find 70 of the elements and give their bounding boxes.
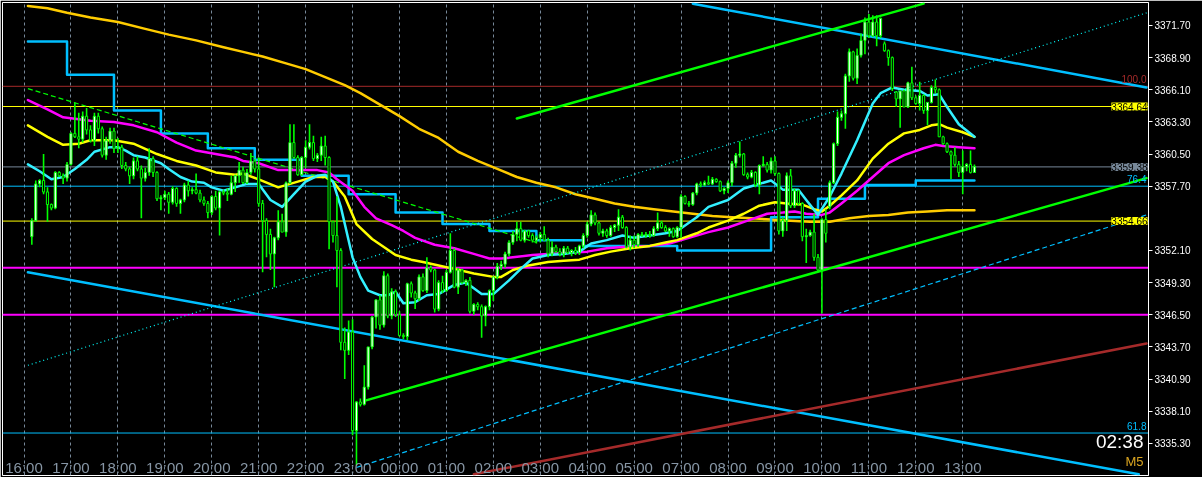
x-tick-label: 22:00 — [286, 458, 325, 476]
candlestick — [167, 191, 171, 215]
ref-line-label: 3354.66 — [1111, 216, 1148, 228]
x-tick-label: 16:00 — [5, 458, 43, 476]
candlestick — [879, 16, 883, 39]
x-tick-label: 21:00 — [239, 458, 278, 476]
candlestick — [174, 186, 179, 208]
candlestick — [922, 93, 926, 115]
candlestick — [898, 90, 902, 129]
x-tick-label: 12:00 — [897, 458, 935, 476]
y-tick-label: 3368.90 — [1154, 52, 1192, 64]
ref-line-label: 3359.38 — [1111, 161, 1148, 173]
candlestick — [546, 237, 550, 259]
annotation: 100.0 — [1121, 74, 1147, 86]
candlestick — [131, 156, 136, 181]
candlestick — [863, 16, 867, 55]
x-tick-label: 19:00 — [146, 458, 184, 476]
annotation: 61.8 — [1127, 421, 1147, 433]
y-tick-label: 3352.10 — [1154, 245, 1192, 257]
candlestick — [480, 303, 484, 339]
candlestick — [319, 136, 323, 162]
candlestick — [311, 134, 316, 162]
candlestick — [218, 189, 222, 237]
y-tick-label: 3366.10 — [1154, 84, 1192, 96]
x-tick-label: 10:00 — [803, 458, 841, 476]
x-tick-label: 13:00 — [943, 458, 982, 476]
x-tick-label: 18:00 — [99, 458, 137, 476]
candlestick — [648, 230, 652, 239]
candlestick — [237, 161, 241, 184]
candlestick — [616, 208, 621, 232]
x-tick-label: 23:00 — [333, 458, 372, 476]
y-tick-label: 3346.50 — [1154, 309, 1192, 321]
candlestick — [112, 126, 116, 154]
y-tick-label: 3338.10 — [1154, 406, 1192, 418]
y-tick-label: 3371.70 — [1154, 20, 1192, 32]
ref-line-label: 3364.64 — [1111, 101, 1148, 113]
x-tick-label: 17:00 — [52, 458, 90, 476]
candlestick — [961, 149, 965, 196]
candlestick — [968, 149, 973, 175]
annotation: M5 — [1125, 453, 1144, 469]
candlestick — [875, 14, 879, 47]
y-tick-label: 3335.30 — [1154, 438, 1192, 450]
y-tick-label: 3357.70 — [1154, 181, 1192, 193]
x-tick-label: 00:00 — [380, 458, 419, 476]
candlestick — [139, 164, 143, 220]
x-tick-label: 05:00 — [615, 458, 653, 476]
x-tick-label: 01:00 — [427, 458, 466, 476]
candlestick — [867, 13, 871, 39]
candlestick — [214, 189, 218, 212]
annotation: 02:38 — [1095, 430, 1144, 452]
candlestick — [182, 181, 186, 204]
y-tick-label: 3340.90 — [1154, 374, 1192, 386]
y-tick-label: 3360.50 — [1154, 149, 1192, 161]
candlestick — [190, 186, 194, 196]
x-tick-label: 20:00 — [192, 458, 231, 476]
y-tick-label: 3363.30 — [1154, 116, 1192, 128]
x-tick-label: 03:00 — [521, 458, 560, 476]
x-tick-label: 07:00 — [662, 458, 700, 476]
candlestick — [81, 110, 85, 144]
candlestick — [425, 256, 429, 294]
x-tick-label: 04:00 — [568, 458, 607, 476]
candlestick — [871, 14, 875, 38]
x-tick-label: 08:00 — [709, 458, 747, 476]
x-tick-label: 11:00 — [850, 458, 888, 476]
line-series — [26, 86, 976, 305]
x-tick-label: 09:00 — [756, 458, 794, 476]
y-tick-label: 3349.30 — [1154, 277, 1192, 289]
y-tick-label: 3343.70 — [1154, 341, 1192, 353]
candlestick — [918, 80, 922, 112]
candlestick — [210, 194, 214, 216]
